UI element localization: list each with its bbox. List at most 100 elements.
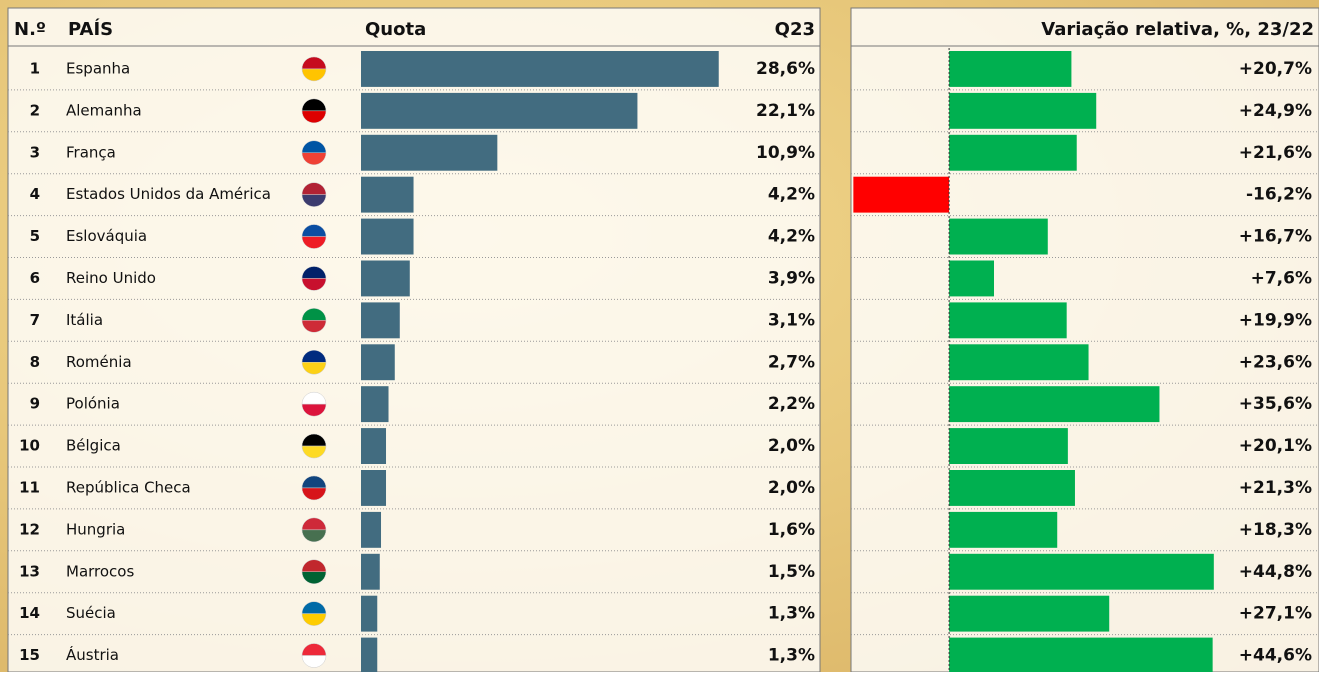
flag-top bbox=[301, 643, 327, 656]
change-label: +19,9% bbox=[1239, 310, 1312, 330]
flag-bottom bbox=[301, 487, 327, 501]
share-bar bbox=[361, 595, 378, 632]
change-bar bbox=[949, 260, 994, 297]
country: França bbox=[66, 143, 116, 161]
change-bar bbox=[949, 637, 1213, 674]
flag-bottom bbox=[301, 110, 327, 124]
share-bar bbox=[361, 176, 414, 213]
change-bar bbox=[949, 386, 1160, 423]
share-label: 3,1% bbox=[768, 310, 815, 330]
share-bar bbox=[361, 260, 410, 297]
country: Áustria bbox=[66, 645, 119, 664]
country: Roménia bbox=[66, 353, 132, 371]
change-label: +24,9% bbox=[1239, 101, 1312, 121]
country: Marrocos bbox=[66, 562, 134, 580]
country: Bélgica bbox=[66, 437, 121, 455]
change-label: +7,6% bbox=[1251, 268, 1312, 288]
flag-top bbox=[301, 391, 327, 405]
change-bar bbox=[949, 302, 1067, 339]
flag-bottom bbox=[301, 613, 327, 626]
change-label: -16,2% bbox=[1246, 185, 1312, 205]
rank: 15 bbox=[19, 646, 40, 664]
share-bar bbox=[361, 302, 400, 339]
flag-bottom bbox=[301, 68, 327, 82]
flag-top bbox=[301, 350, 327, 363]
change-label: +16,7% bbox=[1239, 227, 1312, 247]
share-label: 2,2% bbox=[768, 394, 815, 414]
change-bar bbox=[949, 595, 1110, 632]
rank: 4 bbox=[30, 185, 40, 203]
flag-top bbox=[301, 182, 327, 195]
rank: 14 bbox=[19, 604, 40, 622]
change-label: +20,1% bbox=[1239, 436, 1312, 456]
flag-top bbox=[301, 56, 327, 70]
change-label: +44,8% bbox=[1239, 562, 1312, 582]
share-bar bbox=[361, 553, 380, 590]
share-label: 3,9% bbox=[768, 268, 815, 288]
share-label: 2,0% bbox=[768, 436, 815, 456]
share-bar bbox=[361, 51, 719, 87]
change-bar bbox=[853, 176, 950, 213]
change-bar bbox=[949, 428, 1068, 464]
flag-top bbox=[301, 224, 327, 237]
rank: 2 bbox=[30, 101, 40, 119]
country: Polónia bbox=[66, 395, 120, 413]
change-bar bbox=[949, 470, 1075, 506]
share-label: 1,6% bbox=[768, 520, 815, 540]
share-label: 4,2% bbox=[768, 185, 815, 205]
country: Eslováquia bbox=[66, 227, 147, 245]
flag-top bbox=[301, 559, 327, 572]
flag-bottom bbox=[301, 152, 327, 165]
change-bar bbox=[949, 134, 1077, 171]
share-bar bbox=[361, 386, 389, 423]
header-country: PAÍS bbox=[68, 18, 113, 40]
rank: 13 bbox=[19, 562, 40, 580]
country: Espanha bbox=[66, 59, 130, 77]
rank: 7 bbox=[30, 311, 40, 329]
share-label: 4,2% bbox=[768, 227, 815, 247]
country: Itália bbox=[66, 311, 103, 329]
share-label: 2,0% bbox=[768, 478, 815, 498]
share-bar bbox=[361, 637, 378, 674]
flag-top bbox=[301, 308, 327, 321]
share-label: 1,3% bbox=[768, 646, 815, 666]
country: Hungria bbox=[66, 520, 125, 538]
change-label: +18,3% bbox=[1239, 520, 1312, 540]
header-change: Variação relativa, %, 23/22 bbox=[1041, 19, 1314, 40]
header-period: Q23 bbox=[775, 19, 815, 40]
share-bar bbox=[361, 134, 498, 171]
change-bar bbox=[949, 92, 1097, 129]
change-label: +20,7% bbox=[1239, 59, 1312, 79]
flag-bottom bbox=[301, 194, 327, 207]
share-label: 22,1% bbox=[756, 101, 815, 121]
rank: 10 bbox=[19, 437, 40, 455]
flag-top bbox=[301, 601, 327, 614]
header-rank: N.º bbox=[14, 19, 46, 40]
rank: 3 bbox=[30, 143, 40, 161]
header-share: Quota bbox=[365, 19, 426, 40]
flag-bottom bbox=[301, 445, 327, 459]
flag-top bbox=[301, 517, 327, 531]
share-label: 1,3% bbox=[768, 604, 815, 624]
change-label: +21,3% bbox=[1239, 478, 1312, 498]
change-label: +35,6% bbox=[1239, 394, 1312, 414]
change-bar bbox=[949, 344, 1089, 381]
flag-top bbox=[301, 266, 327, 279]
flag-top bbox=[301, 98, 327, 112]
rank: 1 bbox=[30, 59, 40, 77]
country: República Checa bbox=[66, 478, 191, 496]
flag-bottom bbox=[301, 655, 327, 668]
country: Alemanha bbox=[66, 101, 142, 119]
rank: 5 bbox=[30, 227, 40, 245]
change-label: +27,1% bbox=[1239, 604, 1312, 624]
country: Estados Unidos da América bbox=[66, 185, 271, 203]
share-label: 28,6% bbox=[756, 59, 815, 79]
share-bar bbox=[361, 344, 395, 381]
country: Suécia bbox=[66, 604, 116, 622]
share-bar bbox=[361, 470, 387, 506]
share-bar bbox=[361, 92, 638, 129]
flag-top bbox=[301, 475, 327, 489]
flag-bottom bbox=[301, 320, 327, 333]
change-bar bbox=[949, 218, 1048, 255]
rank: 9 bbox=[30, 395, 40, 413]
